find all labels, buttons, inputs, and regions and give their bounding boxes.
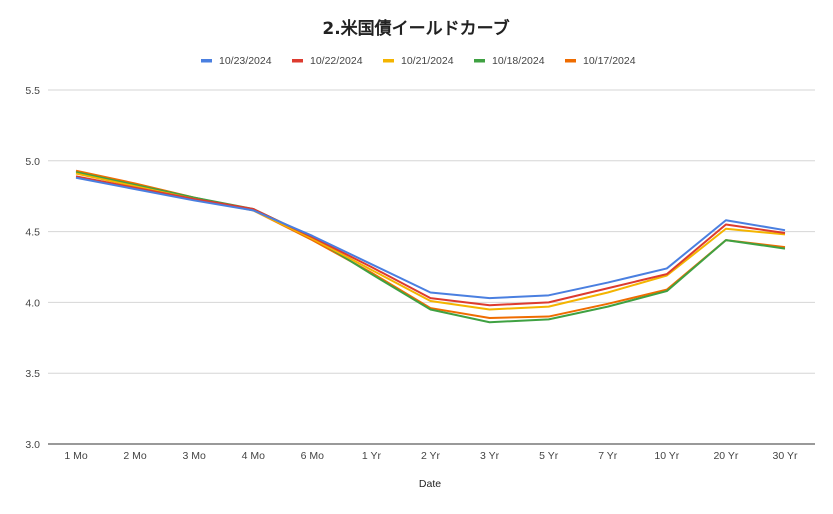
- y-tick-label: 5.0: [25, 156, 40, 168]
- x-tick-label: 2 Yr: [421, 450, 441, 462]
- x-tick-label: 30 Yr: [773, 450, 798, 462]
- legend-swatch: [474, 59, 485, 63]
- x-tick-label: 6 Mo: [301, 450, 325, 462]
- y-axis-ticks: 3.0 3.5 4.0 4.5 5.0 5.5: [25, 85, 40, 451]
- series-lines: [75, 169, 786, 324]
- series-line: [75, 169, 786, 319]
- gridlines: [48, 89, 815, 445]
- x-tick-label: 1 Mo: [64, 450, 88, 462]
- legend-swatch: [292, 59, 303, 63]
- legend-swatch: [201, 59, 212, 63]
- legend-label: 10/23/2024: [219, 55, 272, 67]
- legend-label: 10/22/2024: [310, 55, 363, 67]
- y-tick-label: 3.0: [25, 439, 40, 451]
- legend: 10/23/2024 10/22/2024 10/21/2024 10/18/2024…: [201, 55, 636, 67]
- legend-item[interactable]: 10/21/2024: [383, 55, 454, 67]
- legend-item[interactable]: 10/17/2024: [565, 55, 636, 67]
- y-tick-label: 4.0: [25, 297, 40, 309]
- legend-item[interactable]: 10/18/2024: [474, 55, 545, 67]
- legend-swatch: [383, 59, 394, 63]
- legend-label: 10/21/2024: [401, 55, 454, 67]
- x-tick-label: 5 Yr: [539, 450, 559, 462]
- y-tick-label: 3.5: [25, 368, 40, 380]
- x-tick-label: 4 Mo: [242, 450, 266, 462]
- x-tick-label: 1 Yr: [362, 450, 382, 462]
- x-tick-label: 10 Yr: [654, 450, 679, 462]
- series-line: [75, 171, 786, 324]
- series-line: [75, 175, 786, 307]
- x-axis-label: Date: [419, 478, 441, 490]
- x-tick-label: 2 Mo: [123, 450, 147, 462]
- y-tick-label: 5.5: [25, 85, 40, 97]
- chart-title: 2.米国債イールドカーブ: [322, 18, 509, 39]
- x-tick-label: 3 Yr: [480, 450, 500, 462]
- y-tick-label: 4.5: [25, 227, 40, 239]
- x-tick-label: 7 Yr: [598, 450, 618, 462]
- x-axis-ticks: 1 Mo 2 Mo 3 Mo 4 Mo 6 Mo 1 Yr 2 Yr 3 Yr 5 Yr 7 Yr…: [64, 450, 798, 462]
- x-tick-label: 3 Mo: [182, 450, 206, 462]
- legend-label: 10/18/2024: [492, 55, 545, 67]
- legend-item[interactable]: 10/23/2024: [201, 55, 272, 67]
- legend-item[interactable]: 10/22/2024: [292, 55, 363, 67]
- legend-label: 10/17/2024: [583, 55, 636, 67]
- legend-swatch: [565, 59, 576, 63]
- x-tick-label: 20 Yr: [713, 450, 738, 462]
- series-line: [75, 176, 786, 300]
